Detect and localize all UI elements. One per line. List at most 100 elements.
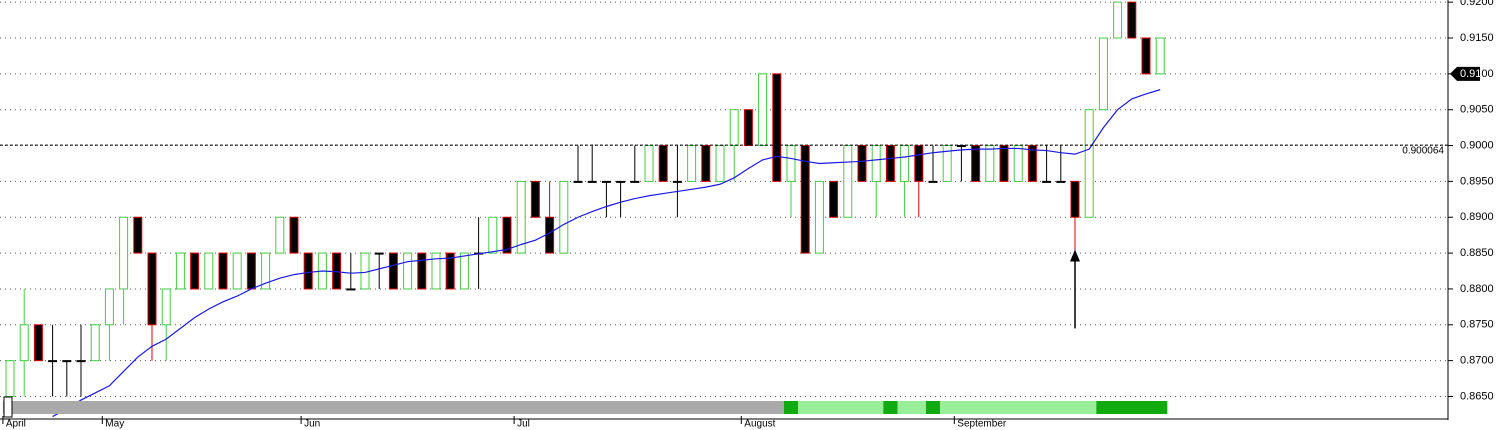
candle-body	[843, 145, 853, 218]
indicator-strip	[798, 401, 884, 414]
candle-body	[204, 252, 214, 290]
candle-body	[5, 360, 15, 397]
candle-body	[516, 180, 526, 254]
candle-body	[76, 360, 86, 363]
x-tick-label: September	[957, 419, 1007, 430]
candle-body	[48, 360, 58, 363]
y-tick-label: 0.9200	[1460, 0, 1494, 8]
candle-body	[928, 180, 938, 183]
y-tick-label: 0.8950	[1460, 175, 1494, 187]
candle-body	[246, 252, 256, 290]
candle-body	[559, 180, 569, 254]
candle-body	[814, 180, 824, 254]
y-tick-label: 0.8750	[1460, 319, 1494, 331]
indicator-strip	[883, 401, 898, 414]
candle-body	[885, 145, 895, 182]
candle-body	[914, 145, 924, 182]
candle-body	[715, 145, 725, 182]
candle-body	[758, 73, 768, 147]
candle-body	[857, 145, 867, 182]
candle-body	[175, 252, 185, 290]
candle-body	[33, 324, 43, 362]
candle-body	[1141, 37, 1151, 75]
candle-body	[232, 252, 242, 290]
candle-body	[1127, 1, 1137, 39]
candle-body	[786, 145, 796, 182]
candle-body	[1056, 180, 1066, 183]
candle-body	[488, 216, 498, 254]
indicator-strip	[783, 401, 799, 414]
x-tick-label: May	[105, 419, 124, 430]
candle-body	[147, 252, 157, 326]
x-tick-label: April	[6, 419, 26, 430]
candle-body	[1070, 180, 1080, 218]
candle-body	[644, 145, 654, 182]
candle-body	[133, 216, 143, 254]
candle-body	[459, 252, 469, 290]
candle-body	[1013, 145, 1023, 182]
candle-body	[417, 252, 427, 290]
candle-body	[530, 180, 540, 218]
y-tick-label: 0.8800	[1460, 283, 1494, 295]
candle-body	[119, 216, 129, 290]
candle-body	[445, 252, 455, 290]
candle-body	[701, 145, 711, 182]
candle-body	[971, 145, 981, 182]
candle-body	[545, 216, 555, 254]
candle-body	[104, 288, 114, 326]
y-tick-label: 0.8850	[1460, 247, 1494, 259]
indicator-strip	[925, 401, 941, 414]
candle-body	[956, 145, 966, 148]
candle-body	[1155, 37, 1165, 75]
candle-body	[573, 180, 583, 183]
candle-body	[275, 216, 285, 254]
candle-body	[658, 145, 668, 182]
candle-body	[502, 216, 512, 254]
last-price-label: 0.91	[1460, 68, 1481, 80]
candle-body	[772, 73, 782, 182]
reference-label: 0.900064	[1402, 146, 1444, 157]
candle-body	[62, 360, 72, 363]
candle-body	[900, 145, 910, 182]
last-price-tag	[1450, 66, 1480, 81]
candle-body	[1084, 109, 1094, 218]
indicator-strip	[940, 401, 1097, 414]
candle-body	[346, 288, 356, 291]
x-tick-label: Jun	[304, 419, 320, 430]
candle-body	[289, 216, 299, 254]
candle-body	[303, 252, 313, 290]
candle-body	[190, 252, 200, 290]
strip-start	[3, 396, 13, 418]
candle-body	[1113, 1, 1123, 39]
candle-body	[431, 252, 441, 290]
candle-body	[985, 145, 995, 182]
y-tick-label: 0.8650	[1460, 390, 1494, 402]
moving-average	[52, 89, 1161, 418]
candle-body	[218, 252, 228, 290]
arrow-head	[1070, 249, 1080, 262]
indicator-strip	[897, 401, 926, 414]
candle-body	[90, 324, 100, 362]
candle-body	[161, 288, 171, 326]
candle-body	[829, 180, 839, 218]
candle-body	[1027, 145, 1037, 182]
candle-body	[19, 324, 29, 362]
x-tick-label: Jul	[517, 419, 530, 430]
indicator-strip	[1096, 401, 1168, 414]
y-tick-label: 0.9000	[1460, 139, 1494, 151]
y-tick-label: 0.8900	[1460, 211, 1494, 223]
candle-body	[360, 252, 370, 290]
candle-body	[403, 252, 413, 290]
x-tick-label: August	[744, 419, 775, 430]
candle-body	[374, 252, 384, 255]
candle-body	[630, 180, 640, 183]
y-tick-label: 0.9050	[1460, 104, 1494, 116]
candle-body	[587, 180, 597, 183]
candle-body	[999, 145, 1009, 182]
candle-body	[261, 252, 271, 290]
candle-body	[687, 145, 697, 182]
candle-body	[871, 145, 881, 182]
candle-body	[601, 180, 611, 183]
